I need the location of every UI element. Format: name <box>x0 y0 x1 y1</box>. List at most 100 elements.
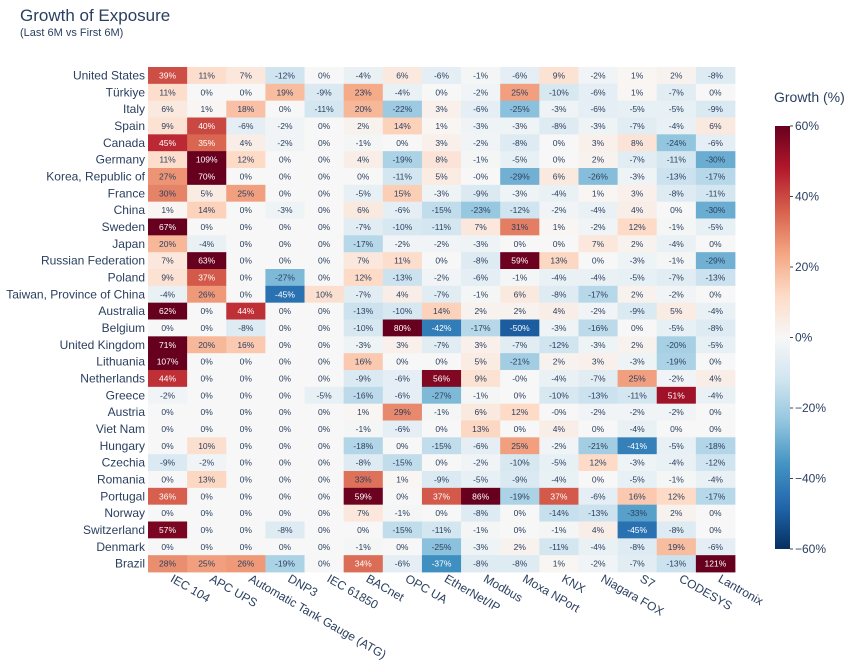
cell-value-label: -4% <box>708 474 724 484</box>
heatmap-cell <box>304 100 345 118</box>
heatmap-cell <box>343 370 384 388</box>
heatmap-cell <box>656 521 697 539</box>
colorbar-title: Growth (%) <box>774 89 845 105</box>
cell-value-label: 4% <box>631 205 644 215</box>
heatmap-cell <box>304 353 345 371</box>
heatmap-cell <box>500 269 540 287</box>
heatmap-cell <box>382 235 423 253</box>
heatmap-cell <box>695 319 736 337</box>
heatmap-cell <box>226 353 266 371</box>
cell-value-label: -3% <box>434 188 450 198</box>
heatmap-cell <box>382 168 423 186</box>
heatmap-cell <box>382 487 423 506</box>
cell-value-label: -6% <box>590 491 606 501</box>
heatmap-cell <box>617 353 658 371</box>
cell-value-label: 7% <box>357 508 370 518</box>
heatmap-cell <box>695 386 736 405</box>
cell-value-label: -4% <box>551 188 567 198</box>
heatmap-cell <box>656 218 697 236</box>
cell-value-label: 2% <box>631 239 644 249</box>
cell-value-label: -42% <box>432 323 452 333</box>
cell-value-label: 71% <box>159 340 176 350</box>
cell-value-label: -4% <box>551 474 567 484</box>
cell-value-label: 0% <box>279 491 292 501</box>
heatmap-cell <box>578 437 618 455</box>
heatmap-cell <box>148 521 188 539</box>
heatmap-cell <box>578 521 618 539</box>
cell-value-label: -10% <box>549 87 569 97</box>
cell-value-label: 3% <box>435 138 448 148</box>
heatmap-cell <box>343 235 384 253</box>
heatmap-cell <box>343 117 384 135</box>
heatmap-cell <box>304 454 345 472</box>
colorbar-tick-label: 0% <box>795 331 813 345</box>
heatmap-cell <box>187 403 227 421</box>
heatmap-cell <box>187 386 227 405</box>
heatmap-cell <box>617 184 658 203</box>
cell-value-label: -6% <box>238 121 254 131</box>
heatmap-cell <box>343 134 384 152</box>
heatmap-cell <box>265 83 305 102</box>
cell-value-label: 0% <box>435 357 448 367</box>
cell-value-label: -2% <box>669 289 685 299</box>
cell-value-label: 1% <box>161 205 174 215</box>
heatmap-cell <box>656 252 697 270</box>
heatmap-cell <box>343 437 384 455</box>
heatmap-cell <box>304 420 345 438</box>
heatmap-cell <box>500 487 540 506</box>
cell-value-label: 7% <box>474 222 487 232</box>
cell-value-label: 0% <box>631 323 644 333</box>
heatmap-cell <box>421 67 462 85</box>
heatmap-cell <box>421 386 462 405</box>
cell-value-label: 0% <box>201 542 214 552</box>
cell-value-label: -8% <box>708 323 724 333</box>
y-tick-label: Greece <box>106 388 146 402</box>
heatmap-cell <box>343 184 384 203</box>
cell-value-label: -3% <box>473 239 489 249</box>
cell-value-label: 0% <box>161 474 174 484</box>
cell-value-label: 1% <box>396 474 409 484</box>
heatmap-cell <box>187 151 227 169</box>
heatmap-cell <box>656 235 697 253</box>
cell-value-label: 26% <box>237 559 254 569</box>
heatmap-cell <box>187 353 227 371</box>
y-tick-label: Austria <box>108 405 146 419</box>
cell-value-label: 25% <box>511 87 528 97</box>
chart-subtitle: (Last 6M vs First 6M) <box>20 27 124 39</box>
heatmap-cell <box>500 184 540 203</box>
heatmap-cell <box>656 487 697 506</box>
cell-value-label: -8% <box>473 256 489 266</box>
heatmap-cell <box>187 235 227 253</box>
cell-value-label: 0% <box>161 542 174 552</box>
cell-value-label: 37% <box>550 491 567 501</box>
cell-value-label: -9% <box>434 474 450 484</box>
x-tick-label: OPC UA <box>403 571 450 606</box>
cell-value-label: 2% <box>357 121 370 131</box>
cell-value-label: -1% <box>669 222 685 232</box>
heatmap-cell <box>226 555 266 573</box>
cell-value-label: 6% <box>357 205 370 215</box>
heatmap-cell <box>578 555 618 573</box>
cell-value-label: 0% <box>201 87 214 97</box>
heatmap-cell <box>148 201 188 219</box>
y-tick-label: Russian Federation <box>41 254 145 268</box>
heatmap-cell <box>148 454 188 472</box>
cell-value-label: 0% <box>318 323 331 333</box>
cell-value-label: 3% <box>474 340 487 350</box>
heatmap-cell <box>617 336 658 354</box>
heatmap-cell <box>421 285 462 304</box>
cell-value-label: 0% <box>279 188 292 198</box>
cell-value-label: -25% <box>432 542 452 552</box>
cell-value-label: 12% <box>668 491 685 501</box>
heatmap-cell <box>226 100 266 118</box>
heatmap-cell <box>226 521 266 539</box>
heatmap-cell <box>500 471 540 489</box>
heatmap-cell <box>695 269 736 287</box>
cell-value-label: 0% <box>318 188 331 198</box>
cell-value-label: 0% <box>318 222 331 232</box>
cell-value-label: -5% <box>630 272 646 282</box>
cell-value-label: -33% <box>627 508 647 518</box>
heatmap-cell <box>187 302 227 320</box>
heatmap-cell <box>265 117 305 135</box>
heatmap-cell <box>617 252 658 270</box>
